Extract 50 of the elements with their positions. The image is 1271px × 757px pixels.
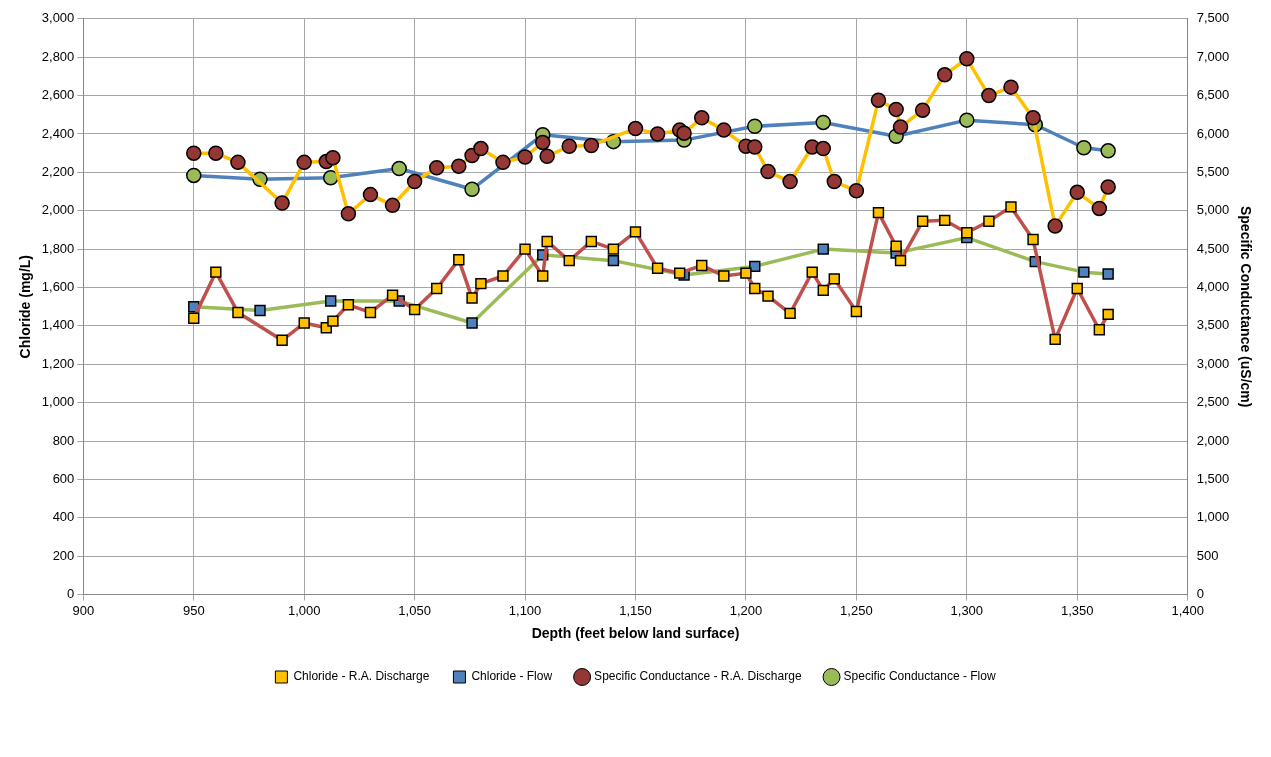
y-tick-label: 1,600: [41, 279, 75, 295]
y2-tick-label: 5,500: [1196, 163, 1230, 179]
y-tick-label: 1,800: [41, 240, 75, 256]
x-tick-label: 1,000: [287, 602, 321, 618]
y2-tick-label: 7,500: [1196, 10, 1230, 26]
y-axis-title: Chloride (mg/L): [17, 254, 34, 359]
x-tick-label: 1,200: [729, 602, 763, 618]
y-tick-label: 0: [67, 586, 75, 602]
y-tick-label: 1,000: [41, 394, 75, 410]
y-tick-label: 2,200: [41, 163, 75, 179]
y2-axis-title: Specific Conductance (uS/cm): [1237, 205, 1254, 408]
y2-tick-label: 3,000: [1196, 355, 1230, 371]
y-tick-label: 400: [52, 509, 75, 525]
y2-tick-label: 1,500: [1196, 471, 1230, 487]
y-tick-label: 2,600: [41, 87, 75, 103]
x-tick-label: 1,350: [1060, 602, 1094, 618]
y2-tick-label: 4,000: [1196, 279, 1230, 295]
y2-tick-label: 2,500: [1196, 394, 1230, 410]
x-tick-label: 1,250: [840, 602, 873, 618]
x-tick-label: 1,100: [508, 602, 542, 618]
x-tick-label: 900: [72, 602, 95, 618]
y2-tick-label: 3,500: [1196, 317, 1230, 333]
y2-tick-label: 1,000: [1196, 509, 1230, 525]
y2-tick-label: 5,000: [1196, 202, 1230, 218]
y2-tick-label: 2,000: [1196, 432, 1230, 448]
y-tick-label: 2,400: [41, 125, 75, 141]
legend-label: Chloride - R.A. Discharge: [293, 669, 430, 684]
x-tick-label: 950: [182, 602, 205, 618]
y-tick-label: 2,800: [41, 48, 75, 64]
y2-tick-label: 6,000: [1196, 125, 1230, 141]
y-tick-label: 800: [52, 432, 75, 448]
legend-label: Specific Conductance - R.A. Discharge: [594, 669, 802, 684]
y2-tick-label: 6,500: [1196, 87, 1230, 103]
y-tick-label: 1,200: [41, 355, 75, 371]
y2-tick-label: 0: [1196, 586, 1204, 602]
legend-label: Specific Conductance - Flow: [843, 669, 996, 684]
x-tick-label: 1,300: [950, 602, 984, 618]
y2-tick-label: 500: [1196, 547, 1219, 563]
legend-label: Chloride - Flow: [471, 669, 553, 684]
x-axis-title: Depth (feet below land surface): [531, 625, 740, 642]
y-tick-label: 200: [52, 547, 75, 563]
x-tick-label: 1,050: [398, 602, 431, 618]
y-tick-label: 3,000: [41, 10, 75, 26]
y-tick-label: 2,000: [41, 202, 75, 218]
y2-tick-label: 7,000: [1196, 48, 1230, 64]
y-tick-label: 600: [52, 471, 75, 487]
y-tick-label: 1,400: [41, 317, 75, 333]
x-tick-label: 1,150: [619, 602, 652, 618]
x-tick-label: 1,400: [1171, 602, 1204, 618]
y2-tick-label: 4,500: [1196, 240, 1230, 256]
